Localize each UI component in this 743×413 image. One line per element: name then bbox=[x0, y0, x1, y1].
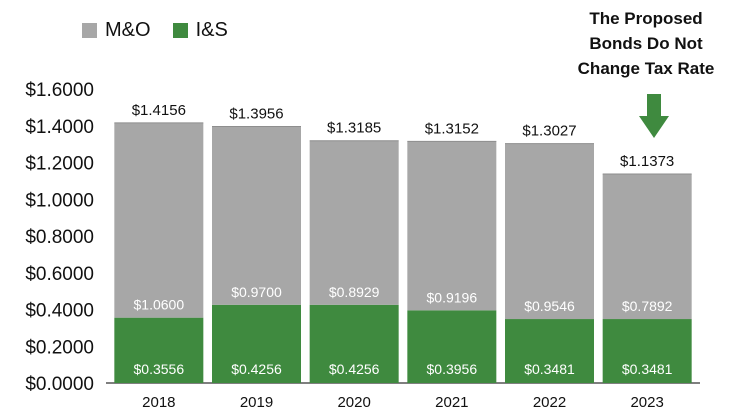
y-tick-label: $0.4000 bbox=[25, 301, 94, 322]
data-label-is: $0.4256 bbox=[329, 361, 380, 377]
x-tick-label: 2018 bbox=[142, 394, 175, 411]
bar-mo bbox=[407, 141, 497, 311]
legend-item-is: I&S bbox=[172, 19, 228, 42]
data-label-total: $1.3152 bbox=[425, 120, 479, 137]
data-label-mo: $1.0600 bbox=[134, 297, 185, 313]
x-tick-label: 2019 bbox=[240, 394, 273, 411]
bar-mo bbox=[212, 126, 301, 305]
data-label-mo: $0.9196 bbox=[427, 289, 478, 305]
y-tick-label: $1.6000 bbox=[25, 80, 94, 101]
y-tick-label: $1.4000 bbox=[25, 117, 94, 138]
x-tick-label: 2021 bbox=[435, 394, 468, 411]
bar-mo bbox=[114, 122, 204, 318]
bar-is bbox=[309, 304, 399, 383]
y-tick-label: $1.2000 bbox=[25, 154, 94, 175]
x-tick-label: 2023 bbox=[630, 394, 663, 411]
y-tick-label: $0.0000 bbox=[25, 374, 94, 395]
data-label-is: $0.3481 bbox=[622, 361, 673, 377]
data-label-mo: $0.8929 bbox=[329, 284, 380, 300]
data-label-is: $0.4256 bbox=[231, 361, 282, 377]
bar-mo bbox=[505, 143, 594, 320]
bar-mo bbox=[602, 174, 692, 320]
data-label-total: $1.3956 bbox=[229, 106, 283, 123]
bar-is bbox=[114, 317, 204, 383]
callout-line-1: The Proposed bbox=[589, 9, 703, 28]
callout-note: The Proposed Bonds Do Not Change Tax Rat… bbox=[566, 6, 726, 81]
data-label-is: $0.3481 bbox=[524, 361, 575, 377]
legend-swatch-is bbox=[172, 23, 188, 38]
bar-is bbox=[602, 319, 692, 383]
data-label-mo: $0.7892 bbox=[622, 298, 673, 314]
x-tick-label: 2020 bbox=[337, 394, 370, 411]
legend-item-mo: M&O bbox=[82, 19, 151, 42]
data-label-total: $1.4156 bbox=[132, 102, 186, 119]
bar-mo bbox=[309, 140, 399, 305]
chart-legend: M&O I&S bbox=[82, 19, 250, 42]
data-label-is: $0.3956 bbox=[427, 361, 478, 377]
down-arrow-icon bbox=[639, 94, 669, 138]
legend-swatch-mo bbox=[82, 23, 97, 38]
x-tick-label: 2022 bbox=[533, 394, 566, 411]
data-label-total: $1.1373 bbox=[620, 153, 674, 170]
data-label-is: $0.3556 bbox=[134, 361, 185, 377]
y-tick-label: $0.2000 bbox=[25, 337, 94, 358]
y-tick-label: $0.6000 bbox=[25, 264, 94, 285]
callout-line-3: Change Tax Rate bbox=[577, 59, 715, 78]
bar-is bbox=[505, 319, 594, 383]
data-label-total: $1.3185 bbox=[327, 120, 381, 137]
data-label-total: $1.3027 bbox=[522, 123, 576, 140]
data-label-mo: $0.9546 bbox=[524, 298, 575, 314]
bar-is bbox=[407, 310, 497, 383]
callout-line-2: Bonds Do Not bbox=[589, 34, 703, 53]
legend-label-is: I&S bbox=[195, 19, 228, 41]
data-label-mo: $0.9700 bbox=[231, 284, 282, 300]
legend-label-mo: M&O bbox=[105, 19, 151, 41]
y-tick-label: $0.8000 bbox=[25, 227, 94, 248]
y-tick-label: $1.0000 bbox=[25, 190, 94, 211]
bar-is bbox=[212, 304, 301, 383]
